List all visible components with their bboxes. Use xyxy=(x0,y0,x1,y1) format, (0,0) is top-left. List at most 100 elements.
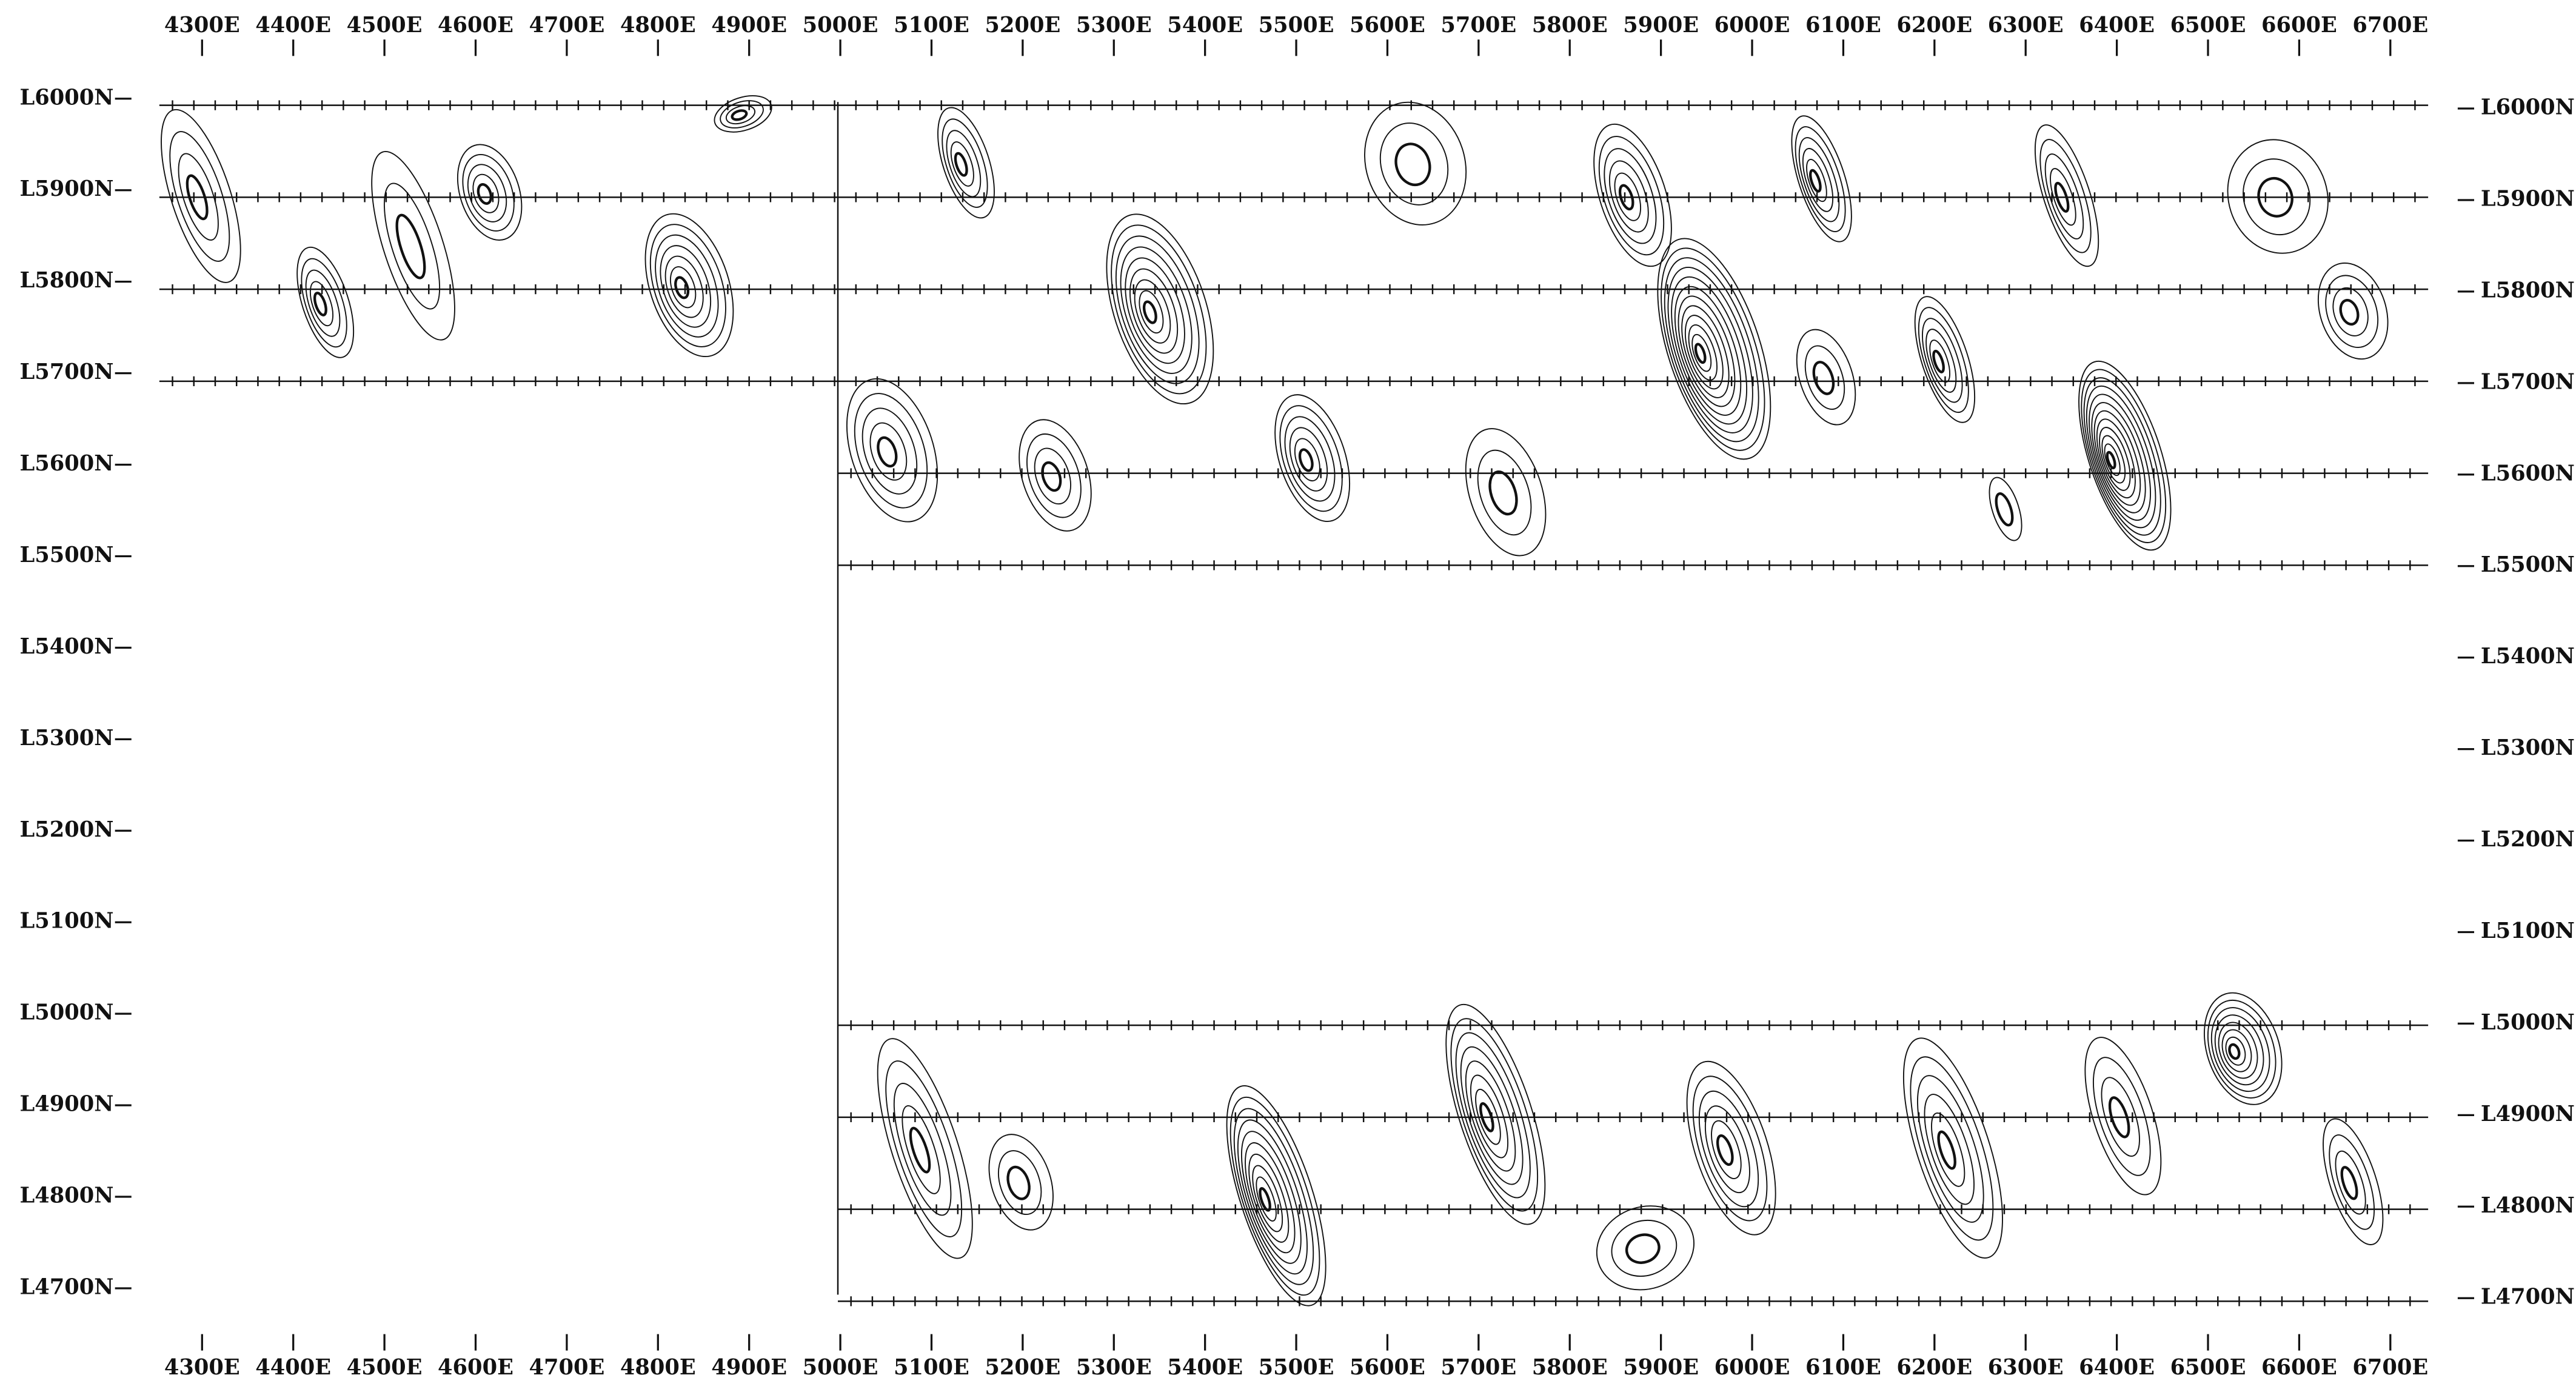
easting-label: 6600E xyxy=(2261,13,2337,38)
contour xyxy=(1681,305,1730,398)
contour xyxy=(301,258,347,348)
northing-label: L5700N xyxy=(20,360,114,384)
contour xyxy=(1120,246,1193,374)
contour xyxy=(1611,1219,1678,1277)
easting-label: 6200E xyxy=(1896,13,1972,38)
contour xyxy=(854,393,928,509)
northing-label: L5500N xyxy=(20,543,114,567)
easting-label: 6300E xyxy=(1988,1355,2064,1380)
contour xyxy=(1925,329,1957,393)
contour xyxy=(1657,238,1771,460)
contour xyxy=(2091,402,2146,514)
contour xyxy=(2204,992,2283,1105)
easting-label: 6300E xyxy=(1988,13,2064,38)
contour xyxy=(1667,267,1753,433)
contour xyxy=(472,173,500,213)
contour xyxy=(1259,1187,1271,1212)
easting-label: 6400E xyxy=(2079,1355,2155,1380)
contour xyxy=(371,151,455,341)
easting-label: 4300E xyxy=(164,13,240,38)
contour xyxy=(1240,1131,1302,1264)
northing-label: L5900N xyxy=(2481,186,2575,211)
contour xyxy=(1931,1112,1965,1187)
northing-label: L6000N xyxy=(20,85,114,110)
contour xyxy=(1470,1074,1509,1159)
contour xyxy=(2340,1166,2358,1200)
contour xyxy=(2089,393,2152,521)
northing-label: L5000N xyxy=(2481,1010,2575,1035)
northing-label: L5200N xyxy=(2481,827,2575,852)
contour xyxy=(1924,1094,1975,1205)
contour xyxy=(2083,377,2161,536)
northing-label: L5700N xyxy=(2481,369,2575,394)
contour xyxy=(1245,1142,1296,1254)
easting-label: 5900E xyxy=(1623,1355,1699,1380)
contour xyxy=(1698,1090,1759,1208)
northing-label: L4700N xyxy=(2481,1285,2575,1310)
contour xyxy=(669,266,697,309)
contour xyxy=(2108,1096,2130,1139)
contour xyxy=(2228,1043,2241,1060)
northing-label: L5100N xyxy=(2481,918,2575,943)
contour xyxy=(169,131,230,262)
contour xyxy=(720,100,764,129)
contour xyxy=(296,246,355,358)
easting-label: 5200E xyxy=(985,13,1060,38)
contour xyxy=(674,276,690,299)
contour xyxy=(1804,345,1845,410)
easting-label: 5800E xyxy=(1532,1355,1608,1380)
contour xyxy=(1488,470,1518,516)
easting-label: 4700E xyxy=(529,1355,604,1380)
contour xyxy=(1477,449,1532,536)
contour xyxy=(1364,101,1467,226)
contour xyxy=(313,292,327,316)
easting-label: 6400E xyxy=(2079,13,2155,38)
contour xyxy=(1125,257,1185,364)
contour xyxy=(1795,126,1846,232)
contour xyxy=(1716,1134,1734,1166)
easting-label: 5400E xyxy=(1167,13,1243,38)
northing-label: L6000N xyxy=(2481,95,2575,120)
contour xyxy=(1142,300,1157,324)
contour xyxy=(2221,1029,2252,1072)
contour xyxy=(1598,136,1665,256)
easting-label: 4800E xyxy=(620,1355,696,1380)
easting-label: 6000E xyxy=(1715,1355,1790,1380)
easting-label: 4300E xyxy=(164,1355,240,1380)
contour xyxy=(714,95,772,133)
contour xyxy=(2329,1134,2375,1230)
contour xyxy=(2207,999,2277,1099)
contour xyxy=(2084,1037,2162,1196)
contour xyxy=(885,1060,963,1237)
contour xyxy=(1678,295,1736,407)
contour xyxy=(1798,137,1840,222)
contour xyxy=(725,105,755,125)
contour xyxy=(988,1134,1054,1231)
contour xyxy=(395,213,426,279)
contour xyxy=(1604,148,1657,244)
contour xyxy=(1684,315,1724,390)
easting-label: 4500E xyxy=(347,1355,423,1380)
contour xyxy=(1674,286,1742,416)
contour xyxy=(467,164,507,222)
contour xyxy=(1006,1165,1031,1200)
northing-label: L5300N xyxy=(2481,735,2575,760)
contour xyxy=(1139,290,1164,334)
contour xyxy=(1995,492,2014,527)
contour xyxy=(305,269,341,337)
easting-label: 6100E xyxy=(1805,1355,1881,1380)
contour xyxy=(861,407,918,495)
contour xyxy=(649,224,726,347)
contour xyxy=(2218,1022,2258,1079)
contour xyxy=(1134,279,1171,344)
contour xyxy=(1298,448,1314,472)
contour xyxy=(1593,123,1672,267)
northing-label: L5600N xyxy=(2481,461,2575,486)
contour xyxy=(950,141,974,187)
contour xyxy=(1914,296,1976,423)
easting-label: 5600E xyxy=(1350,13,1425,38)
contour xyxy=(1686,1060,1776,1236)
northing-label: L5800N xyxy=(2481,278,2575,303)
easting-label: 4500E xyxy=(347,13,423,38)
contour xyxy=(1233,1108,1314,1285)
